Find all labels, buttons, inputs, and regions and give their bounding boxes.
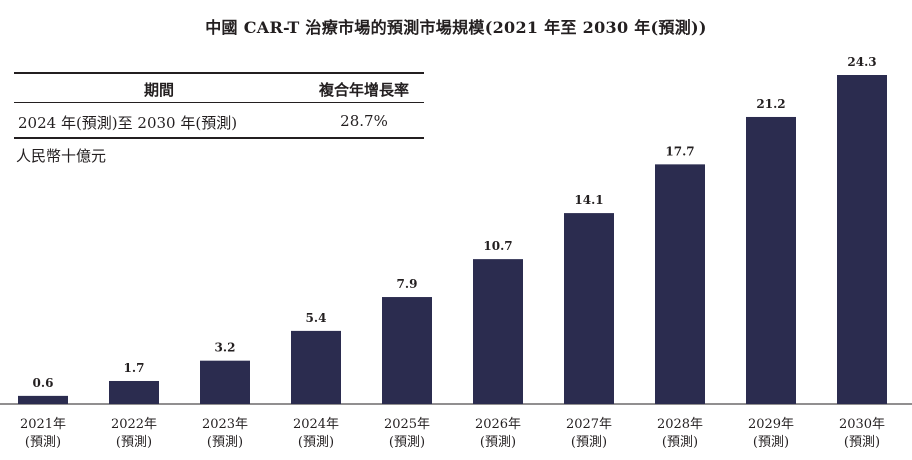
bar-2026年 bbox=[473, 259, 523, 404]
bar-2030年 bbox=[837, 75, 887, 404]
x-tick-label: 2022年 bbox=[111, 417, 157, 432]
x-tick-label: 2028年 bbox=[657, 417, 703, 432]
x-tick-sublabel: (預測) bbox=[298, 435, 334, 450]
value-label: 21.2 bbox=[756, 97, 785, 111]
cagr-header-rate: 複合年增長率 bbox=[318, 81, 409, 99]
value-label: 10.7 bbox=[483, 239, 512, 253]
bar-2028年 bbox=[655, 164, 705, 404]
value-label: 14.1 bbox=[574, 193, 603, 207]
value-label: 24.3 bbox=[847, 55, 876, 69]
cagr-rate: 28.7% bbox=[340, 112, 388, 130]
bar-2025年 bbox=[382, 297, 432, 404]
value-label: 7.9 bbox=[397, 277, 418, 291]
x-tick-label: 2025年 bbox=[384, 417, 430, 432]
table-top-rule bbox=[14, 72, 424, 74]
value-label: 0.6 bbox=[33, 376, 54, 390]
x-tick-label: 2030年 bbox=[839, 417, 885, 432]
bar-2022年 bbox=[109, 380, 159, 404]
x-tick-sublabel: (預測) bbox=[571, 435, 607, 450]
x-tick-sublabel: (預測) bbox=[389, 435, 425, 450]
table-bottom-rule bbox=[14, 137, 424, 139]
cagr-period: 2024 年(預測)至 2030 年(預測) bbox=[18, 114, 238, 132]
value-label: 1.7 bbox=[124, 361, 145, 375]
x-tick-sublabel: (預測) bbox=[116, 435, 152, 450]
x-tick-sublabel: (預測) bbox=[753, 435, 789, 450]
table-mid-rule bbox=[14, 102, 424, 103]
x-tick-label: 2027年 bbox=[566, 417, 612, 432]
x-tick-label: 2023年 bbox=[202, 417, 248, 432]
value-label: 17.7 bbox=[665, 144, 694, 158]
bar-2021年 bbox=[18, 395, 68, 404]
bar-2029年 bbox=[746, 116, 796, 404]
chart-title: 中國 CAR-T 治療市場的預測市場規模(2021 年至 2030 年(預測)) bbox=[205, 18, 707, 37]
x-tick-sublabel: (預測) bbox=[844, 435, 880, 450]
x-tick-sublabel: (預測) bbox=[480, 435, 516, 450]
value-label: 5.4 bbox=[306, 311, 327, 325]
cagr-header-period: 期間 bbox=[143, 81, 174, 99]
x-tick-sublabel: (預測) bbox=[662, 435, 698, 450]
value-label: 3.2 bbox=[215, 341, 236, 355]
unit-label: 人民幣十億元 bbox=[16, 147, 107, 165]
x-tick-label: 2026年 bbox=[475, 417, 521, 432]
x-tick-sublabel: (預測) bbox=[25, 435, 61, 450]
x-tick-label: 2021年 bbox=[20, 417, 66, 432]
x-tick-label: 2029年 bbox=[748, 417, 794, 432]
bar-2023年 bbox=[200, 360, 250, 404]
bar-2027年 bbox=[564, 213, 614, 404]
x-tick-label: 2024年 bbox=[293, 417, 339, 432]
x-tick-sublabel: (預測) bbox=[207, 435, 243, 450]
bar-2024年 bbox=[291, 330, 341, 404]
